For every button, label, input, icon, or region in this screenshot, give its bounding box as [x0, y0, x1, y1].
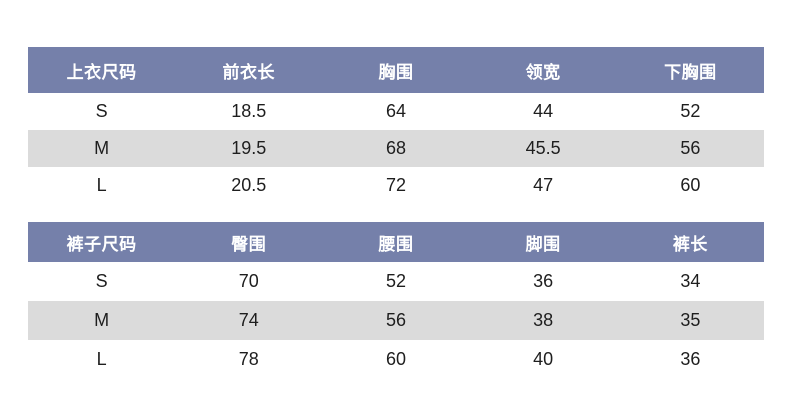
measurement-cell: 44: [469, 93, 617, 130]
column-header: 上衣尺码: [28, 47, 176, 93]
size-label-cell: S: [28, 262, 176, 301]
column-header: 前衣长: [175, 47, 323, 93]
column-header: 脚围: [469, 222, 617, 262]
table-row: S 18.5 64 44 52: [28, 93, 764, 130]
measurement-cell: 35: [616, 301, 764, 340]
header-row: 裤子尺码 臀围 腰围 脚围 裤长: [28, 222, 764, 262]
measurement-cell: 34: [616, 262, 764, 301]
measurement-cell: 52: [616, 93, 764, 130]
measurement-cell: 60: [616, 167, 764, 204]
measurement-cell: 74: [175, 301, 323, 340]
pants-size-table-header: 裤子尺码 臀围 腰围 脚围 裤长: [28, 222, 764, 262]
measurement-cell: 68: [322, 130, 470, 167]
size-label-cell: L: [28, 167, 176, 204]
size-label-cell: M: [28, 301, 176, 340]
measurement-cell: 20.5: [175, 167, 323, 204]
measurement-cell: 56: [322, 301, 470, 340]
size-label-cell: L: [28, 340, 176, 379]
column-header: 胸围: [322, 47, 470, 93]
table-row: S 70 52 36 34: [28, 262, 764, 301]
measurement-cell: 47: [469, 167, 617, 204]
measurement-cell: 45.5: [469, 130, 617, 167]
pants-size-table-body: S 70 52 36 34 M 74 56 38 35 L 78 60 40 36: [28, 262, 764, 379]
pants-size-table: 裤子尺码 臀围 腰围 脚围 裤长 S 70 52 36 34 M 74 56 38 35 L 78 60 40 36: [28, 222, 764, 379]
measurement-cell: 18.5: [175, 93, 323, 130]
measurement-cell: 60: [322, 340, 470, 379]
measurement-cell: 38: [469, 301, 617, 340]
column-header: 领宽: [469, 47, 617, 93]
table-row: L 20.5 72 47 60: [28, 167, 764, 204]
tops-size-table-body: S 18.5 64 44 52 M 19.5 68 45.5 56 L 20.5 72 47 60: [28, 93, 764, 204]
measurement-cell: 52: [322, 262, 470, 301]
column-header: 臀围: [175, 222, 323, 262]
column-header: 腰围: [322, 222, 470, 262]
column-header: 下胸围: [616, 47, 764, 93]
table-row: M 19.5 68 45.5 56: [28, 130, 764, 167]
column-header: 裤子尺码: [28, 222, 176, 262]
measurement-cell: 36: [616, 340, 764, 379]
tops-size-table-header: 上衣尺码 前衣长 胸围 领宽 下胸围: [28, 47, 764, 93]
table-row: L 78 60 40 36: [28, 340, 764, 379]
measurement-cell: 64: [322, 93, 470, 130]
column-header: 裤长: [616, 222, 764, 262]
measurement-cell: 56: [616, 130, 764, 167]
size-label-cell: S: [28, 93, 176, 130]
tops-size-table: 上衣尺码 前衣长 胸围 领宽 下胸围 S 18.5 64 44 52 M 19.5 68 45.5 56 L…: [28, 47, 764, 204]
measurement-cell: 40: [469, 340, 617, 379]
measurement-cell: 72: [322, 167, 470, 204]
measurement-cell: 36: [469, 262, 617, 301]
measurement-cell: 70: [175, 262, 323, 301]
size-label-cell: M: [28, 130, 176, 167]
header-row: 上衣尺码 前衣长 胸围 领宽 下胸围: [28, 47, 764, 93]
measurement-cell: 78: [175, 340, 323, 379]
table-row: M 74 56 38 35: [28, 301, 764, 340]
measurement-cell: 19.5: [175, 130, 323, 167]
